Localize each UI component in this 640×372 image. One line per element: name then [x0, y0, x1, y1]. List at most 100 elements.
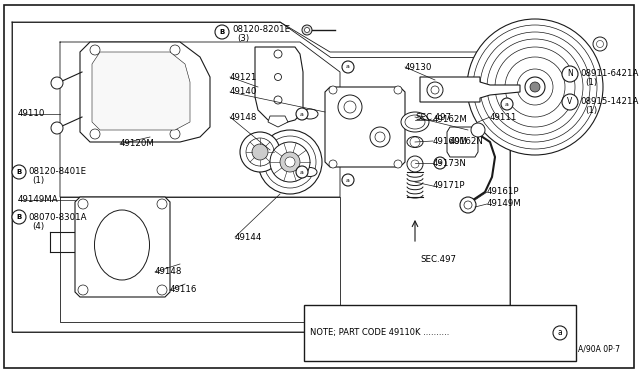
Circle shape: [553, 326, 567, 340]
Text: B: B: [17, 169, 22, 175]
Text: 08915-1421A: 08915-1421A: [580, 97, 638, 106]
Text: B: B: [220, 29, 225, 35]
Text: 08070-8301A: 08070-8301A: [28, 212, 86, 221]
Circle shape: [305, 28, 310, 32]
Circle shape: [411, 160, 419, 168]
Circle shape: [274, 50, 282, 58]
Circle shape: [464, 201, 472, 209]
Text: a: a: [438, 160, 442, 166]
Bar: [304, 305, 576, 361]
Circle shape: [240, 132, 280, 172]
Circle shape: [370, 127, 390, 147]
Circle shape: [375, 132, 385, 142]
Circle shape: [157, 285, 167, 295]
Text: 49116: 49116: [170, 285, 197, 295]
Text: 49171P: 49171P: [433, 182, 465, 190]
Circle shape: [302, 25, 312, 35]
Circle shape: [338, 95, 362, 119]
Circle shape: [427, 82, 443, 98]
Circle shape: [562, 94, 578, 110]
Text: 49162M: 49162M: [433, 115, 468, 125]
Text: 49162N: 49162N: [450, 137, 484, 145]
Text: 08120-8401E: 08120-8401E: [28, 167, 86, 176]
Circle shape: [431, 86, 439, 94]
Circle shape: [12, 210, 26, 224]
Text: 49120M: 49120M: [120, 140, 155, 148]
Text: 49148: 49148: [230, 112, 257, 122]
Circle shape: [264, 136, 316, 188]
Circle shape: [275, 74, 282, 80]
Polygon shape: [420, 77, 520, 102]
Circle shape: [246, 138, 274, 166]
Circle shape: [51, 77, 63, 89]
Circle shape: [329, 86, 337, 94]
Circle shape: [12, 165, 26, 179]
Text: a: a: [346, 64, 350, 70]
Circle shape: [258, 130, 322, 194]
Ellipse shape: [95, 210, 150, 280]
Text: (1): (1): [585, 106, 597, 115]
Text: a: a: [346, 177, 350, 183]
Text: 08911-6421A: 08911-6421A: [580, 70, 638, 78]
Circle shape: [596, 41, 604, 48]
Text: a: a: [505, 102, 509, 106]
Text: 08120-8201E: 08120-8201E: [232, 26, 290, 35]
Circle shape: [90, 129, 100, 139]
Polygon shape: [255, 47, 303, 124]
Text: V: V: [568, 97, 573, 106]
Circle shape: [525, 77, 545, 97]
Polygon shape: [325, 87, 405, 167]
Text: (1): (1): [32, 176, 44, 186]
Text: (1): (1): [585, 78, 597, 87]
Text: A/90A 0P·7: A/90A 0P·7: [578, 345, 620, 354]
Text: 49148: 49148: [155, 267, 182, 276]
Circle shape: [285, 157, 295, 167]
Text: 49140: 49140: [230, 87, 257, 96]
Circle shape: [593, 37, 607, 51]
Text: 49144: 49144: [235, 232, 262, 241]
Circle shape: [78, 285, 88, 295]
Circle shape: [252, 144, 268, 160]
Text: a: a: [300, 170, 304, 174]
Text: SEC.497: SEC.497: [415, 112, 451, 122]
Circle shape: [170, 129, 180, 139]
Text: N: N: [567, 70, 573, 78]
Polygon shape: [75, 197, 170, 297]
Text: 49160M: 49160M: [433, 137, 468, 145]
Text: a: a: [557, 328, 563, 337]
Circle shape: [394, 86, 402, 94]
Circle shape: [78, 199, 88, 209]
Polygon shape: [92, 52, 190, 130]
Circle shape: [215, 25, 229, 39]
Text: 49111: 49111: [490, 112, 517, 122]
Circle shape: [342, 174, 354, 186]
Ellipse shape: [302, 109, 318, 119]
Circle shape: [274, 96, 282, 104]
Polygon shape: [447, 127, 478, 157]
Circle shape: [157, 199, 167, 209]
Circle shape: [434, 157, 446, 169]
Circle shape: [501, 98, 513, 110]
Circle shape: [90, 45, 100, 55]
Circle shape: [467, 19, 603, 155]
Circle shape: [394, 160, 402, 168]
Circle shape: [410, 137, 420, 147]
Text: (4): (4): [32, 221, 44, 231]
Ellipse shape: [303, 167, 317, 176]
Circle shape: [280, 152, 300, 172]
Text: 49110: 49110: [18, 109, 45, 119]
Ellipse shape: [401, 112, 429, 132]
Text: 49161P: 49161P: [487, 187, 520, 196]
Text: a: a: [300, 112, 304, 116]
Circle shape: [51, 122, 63, 134]
Ellipse shape: [407, 137, 423, 148]
Circle shape: [471, 123, 485, 137]
Circle shape: [329, 160, 337, 168]
Polygon shape: [268, 116, 288, 127]
Text: B: B: [17, 214, 22, 220]
Ellipse shape: [405, 115, 425, 129]
Circle shape: [562, 66, 578, 82]
Text: 49130: 49130: [405, 62, 433, 71]
Text: 49121: 49121: [230, 73, 257, 81]
Text: SEC.497: SEC.497: [420, 256, 456, 264]
